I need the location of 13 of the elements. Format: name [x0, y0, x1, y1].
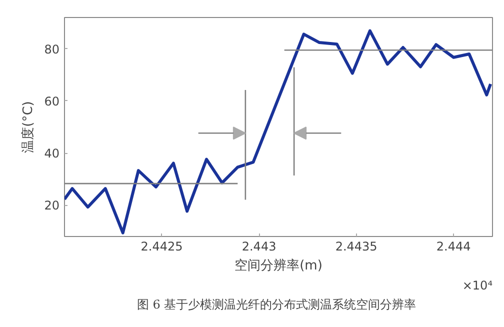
line-series	[64, 29, 492, 234]
y-axis-title: 温度(°C)	[20, 101, 36, 153]
x-tick-label: 2.4425	[140, 240, 183, 254]
x-tick-label: 2.444	[436, 240, 471, 254]
y-tick-label: 40	[44, 146, 60, 161]
x-axis-title: 空间分辨率(m)	[234, 258, 322, 274]
y-tick-label: 60	[44, 94, 60, 108]
x-tick-label: 2.443	[242, 240, 276, 254]
x-tick-label: 2.4435	[335, 240, 378, 254]
text: ×10⁴	[462, 278, 493, 292]
y-tick-label: 20	[44, 198, 60, 213]
caption: 图 6 基于少模测温光纤的分布式测温系统空间分辨率	[136, 298, 416, 312]
y-tick-label: 80	[44, 42, 60, 56]
